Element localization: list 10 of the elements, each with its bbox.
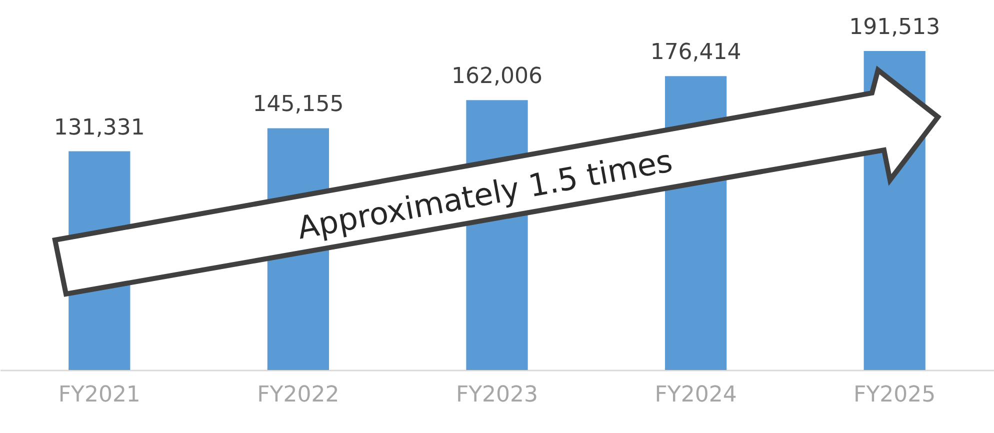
x-tick-label: FY2024 <box>654 382 737 408</box>
x-tick-label: FY2021 <box>58 382 140 408</box>
data-label: 131,331 <box>54 115 145 140</box>
x-tick-label: FY2023 <box>456 382 538 408</box>
data-label: 162,006 <box>452 64 542 90</box>
data-label: 191,513 <box>849 15 940 40</box>
data-label: 176,414 <box>650 40 742 66</box>
x-tick-label: FY2022 <box>257 382 340 408</box>
x-tick-label: FY2025 <box>854 382 936 408</box>
data-label: 145,155 <box>252 92 344 118</box>
